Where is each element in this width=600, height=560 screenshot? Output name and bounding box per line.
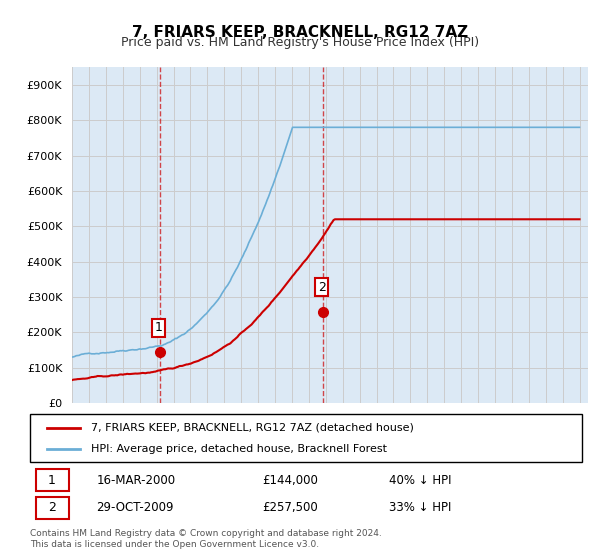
FancyBboxPatch shape (35, 469, 68, 491)
Text: £144,000: £144,000 (262, 474, 318, 487)
Text: 16-MAR-2000: 16-MAR-2000 (96, 474, 175, 487)
Text: Contains HM Land Registry data © Crown copyright and database right 2024.
This d: Contains HM Land Registry data © Crown c… (30, 529, 382, 549)
Text: 2: 2 (318, 281, 326, 294)
Text: 1: 1 (155, 321, 163, 334)
Text: 40% ↓ HPI: 40% ↓ HPI (389, 474, 451, 487)
Text: 2: 2 (48, 501, 56, 514)
Text: 1: 1 (48, 474, 56, 487)
Text: 7, FRIARS KEEP, BRACKNELL, RG12 7AZ: 7, FRIARS KEEP, BRACKNELL, RG12 7AZ (132, 25, 468, 40)
Text: £257,500: £257,500 (262, 501, 317, 514)
FancyBboxPatch shape (30, 414, 582, 462)
Text: Price paid vs. HM Land Registry's House Price Index (HPI): Price paid vs. HM Land Registry's House … (121, 36, 479, 49)
Text: 29-OCT-2009: 29-OCT-2009 (96, 501, 174, 514)
Text: 7, FRIARS KEEP, BRACKNELL, RG12 7AZ (detached house): 7, FRIARS KEEP, BRACKNELL, RG12 7AZ (det… (91, 423, 413, 433)
FancyBboxPatch shape (35, 497, 68, 519)
Text: HPI: Average price, detached house, Bracknell Forest: HPI: Average price, detached house, Brac… (91, 444, 387, 454)
Text: 33% ↓ HPI: 33% ↓ HPI (389, 501, 451, 514)
